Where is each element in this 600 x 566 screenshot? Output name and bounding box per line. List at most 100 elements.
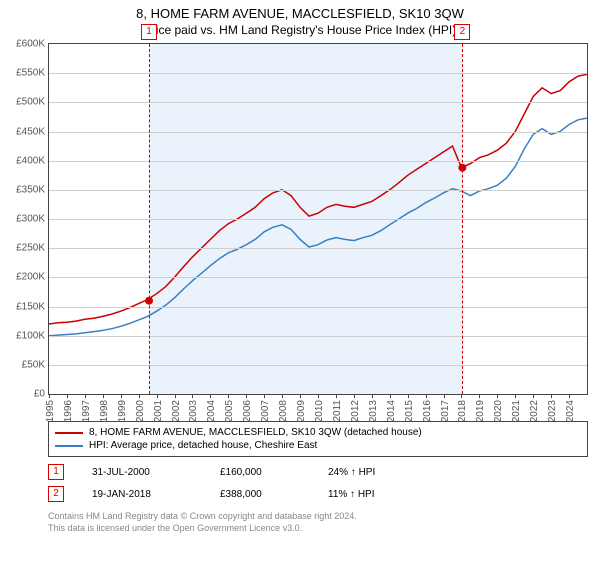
gridline: [49, 219, 587, 220]
x-tick: [354, 394, 355, 398]
y-axis-label: £550K: [16, 68, 49, 79]
sale-delta: 11% ↑ HPI: [328, 489, 428, 500]
x-axis-label: 2000: [135, 400, 146, 422]
legend-swatch: [55, 432, 83, 434]
x-axis-label: 2010: [314, 400, 325, 422]
x-axis-label: 2021: [511, 400, 522, 422]
x-tick: [533, 394, 534, 398]
sale-date: 31-JUL-2000: [92, 467, 192, 478]
chart-title: 8, HOME FARM AVENUE, MACCLESFIELD, SK10 …: [0, 6, 600, 21]
x-axis-label: 2020: [493, 400, 504, 422]
x-axis-label: 2018: [457, 400, 468, 422]
x-axis-label: 2006: [242, 400, 253, 422]
y-axis-label: £350K: [16, 184, 49, 195]
x-tick: [300, 394, 301, 398]
x-axis-label: 1998: [99, 400, 110, 422]
legend-label: HPI: Average price, detached house, Ches…: [89, 440, 317, 451]
legend-label: 8, HOME FARM AVENUE, MACCLESFIELD, SK10 …: [89, 427, 422, 438]
x-axis-label: 2013: [368, 400, 379, 422]
x-axis-label: 2019: [475, 400, 486, 422]
x-tick: [444, 394, 445, 398]
series-property: [49, 74, 587, 324]
y-axis-label: £200K: [16, 272, 49, 283]
footnote-line: Contains HM Land Registry data © Crown c…: [48, 511, 588, 523]
y-axis-label: £250K: [16, 243, 49, 254]
x-axis-label: 2022: [529, 400, 540, 422]
y-axis-label: £150K: [16, 301, 49, 312]
sales-table: 1 31-JUL-2000 £160,000 24% ↑ HPI 2 19-JAN-201…: [48, 461, 588, 505]
x-tick: [85, 394, 86, 398]
x-tick: [426, 394, 427, 398]
x-tick: [461, 394, 462, 398]
x-tick: [121, 394, 122, 398]
gridline: [49, 132, 587, 133]
x-axis-label: 2023: [547, 400, 558, 422]
x-axis-label: 2014: [386, 400, 397, 422]
gridline: [49, 102, 587, 103]
legend-item: 8, HOME FARM AVENUE, MACCLESFIELD, SK10 …: [55, 426, 581, 439]
x-tick: [551, 394, 552, 398]
x-tick: [372, 394, 373, 398]
plot-area: £0£50K£100K£150K£200K£250K£300K£350K£400…: [48, 43, 588, 395]
sale-delta: 24% ↑ HPI: [328, 467, 428, 478]
gridline: [49, 277, 587, 278]
x-tick: [157, 394, 158, 398]
x-axis-label: 2005: [224, 400, 235, 422]
sale-marker-line: [149, 44, 150, 394]
x-axis-label: 2015: [404, 400, 415, 422]
x-axis-label: 2007: [260, 400, 271, 422]
footnote: Contains HM Land Registry data © Crown c…: [48, 511, 588, 534]
x-axis-label: 1995: [45, 400, 56, 422]
x-tick: [210, 394, 211, 398]
sales-row: 2 19-JAN-2018 £388,000 11% ↑ HPI: [48, 483, 588, 505]
series-hpi: [49, 118, 587, 336]
y-axis-label: £0: [34, 389, 49, 400]
gridline: [49, 161, 587, 162]
sale-marker-box: 1: [141, 24, 157, 40]
sale-price: £388,000: [220, 489, 300, 500]
x-axis-label: 2024: [565, 400, 576, 422]
x-axis-label: 2008: [278, 400, 289, 422]
chart-subtitle: Price paid vs. HM Land Registry's House …: [0, 23, 600, 37]
x-tick: [228, 394, 229, 398]
sale-marker-box: 2: [454, 24, 470, 40]
chart-container: 8, HOME FARM AVENUE, MACCLESFIELD, SK10 …: [0, 6, 600, 566]
gridline: [49, 307, 587, 308]
x-tick: [175, 394, 176, 398]
x-tick: [569, 394, 570, 398]
x-tick: [515, 394, 516, 398]
gridline: [49, 73, 587, 74]
x-axis-label: 2001: [153, 400, 164, 422]
x-axis-label: 2009: [296, 400, 307, 422]
x-tick: [497, 394, 498, 398]
sale-date: 19-JAN-2018: [92, 489, 192, 500]
y-axis-label: £400K: [16, 155, 49, 166]
x-axis-label: 2016: [422, 400, 433, 422]
x-axis-label: 1997: [81, 400, 92, 422]
x-axis-label: 2017: [440, 400, 451, 422]
y-axis-label: £450K: [16, 126, 49, 137]
x-tick: [408, 394, 409, 398]
x-axis-label: 2011: [332, 400, 343, 422]
sale-price: £160,000: [220, 467, 300, 478]
y-axis-label: £600K: [16, 39, 49, 50]
x-tick: [282, 394, 283, 398]
x-axis-label: 2003: [188, 400, 199, 422]
y-axis-label: £300K: [16, 214, 49, 225]
legend: 8, HOME FARM AVENUE, MACCLESFIELD, SK10 …: [48, 421, 588, 457]
sale-id-box: 2: [48, 486, 64, 502]
sale-marker-line: [462, 44, 463, 394]
x-tick: [390, 394, 391, 398]
x-tick: [264, 394, 265, 398]
x-tick: [246, 394, 247, 398]
x-axis-label: 1996: [63, 400, 74, 422]
x-tick: [336, 394, 337, 398]
x-tick: [479, 394, 480, 398]
x-tick: [49, 394, 50, 398]
footnote-line: This data is licensed under the Open Gov…: [48, 523, 588, 535]
y-axis-label: £50K: [22, 359, 49, 370]
sale-id-box: 1: [48, 464, 64, 480]
x-tick: [318, 394, 319, 398]
x-tick: [192, 394, 193, 398]
y-axis-label: £100K: [16, 330, 49, 341]
